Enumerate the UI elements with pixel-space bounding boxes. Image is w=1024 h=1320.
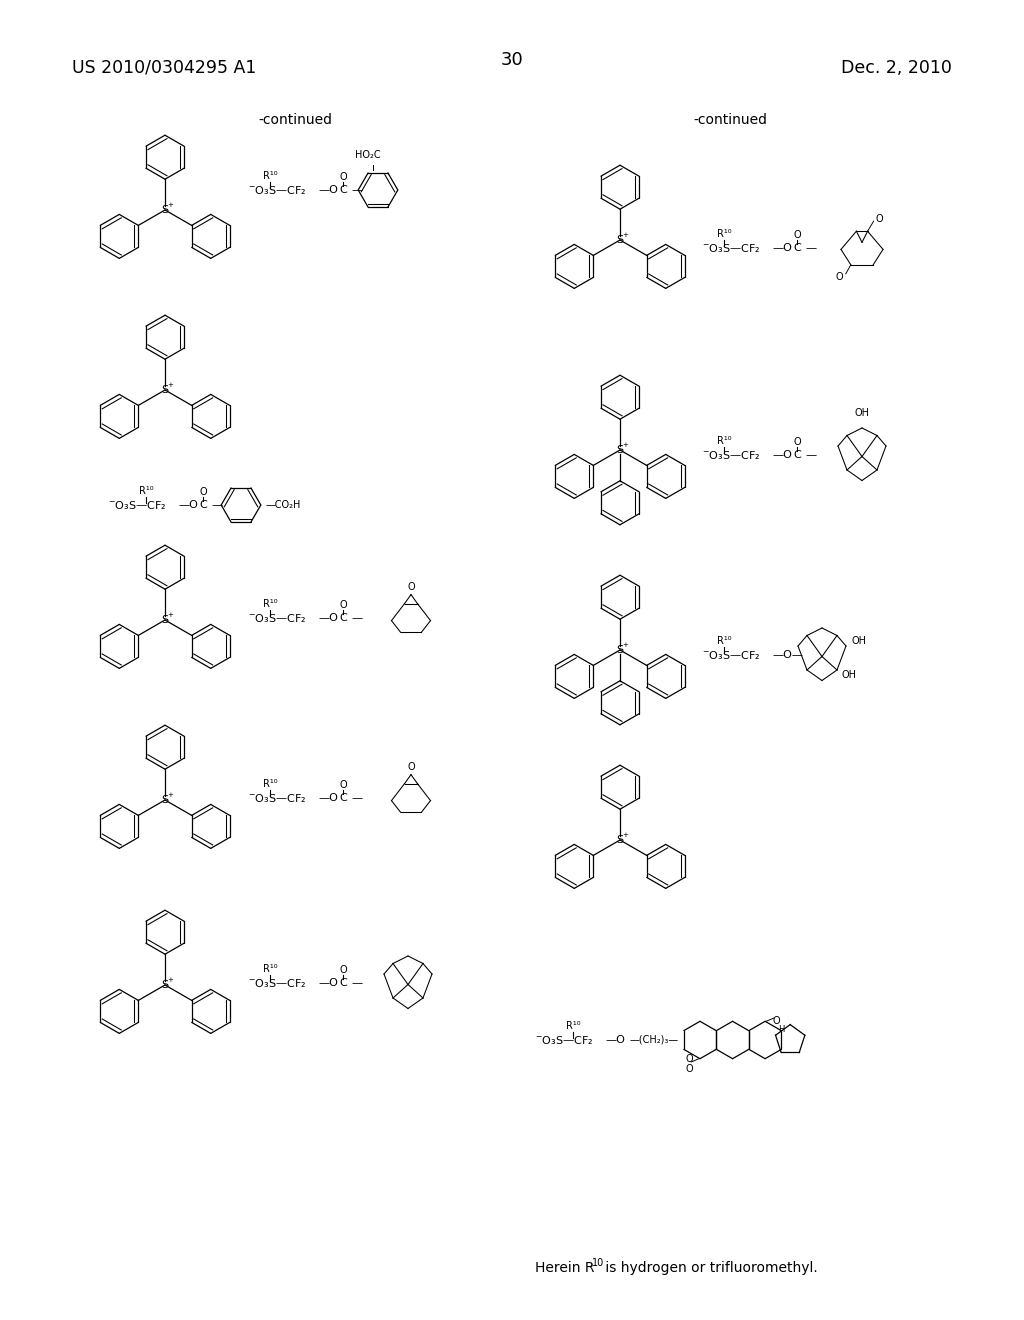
Text: C: C [199, 500, 207, 510]
Text: C: C [339, 978, 347, 987]
Text: R¹⁰: R¹⁰ [263, 599, 278, 609]
Text: —O: —O [318, 185, 338, 195]
Text: O: O [408, 762, 415, 772]
Text: O: O [836, 272, 843, 281]
Text: R¹⁰: R¹⁰ [565, 1020, 581, 1031]
Text: O: O [772, 1016, 780, 1026]
Text: C: C [339, 793, 347, 803]
Text: 10: 10 [592, 1258, 604, 1269]
Text: —O: —O [318, 793, 338, 803]
Text: —O—: —O— [772, 649, 803, 660]
Text: S: S [162, 205, 169, 215]
Text: S: S [162, 615, 169, 624]
Text: R¹⁰: R¹⁰ [263, 172, 278, 181]
Text: —O: —O [772, 243, 792, 253]
Text: —: — [351, 978, 362, 987]
Text: O: O [408, 582, 415, 591]
Text: +: + [167, 381, 173, 388]
Text: Dec. 2, 2010: Dec. 2, 2010 [841, 59, 952, 77]
Text: O: O [200, 487, 207, 498]
Text: $^{-}$O₃S—CF₂: $^{-}$O₃S—CF₂ [108, 499, 166, 511]
Text: -continued: -continued [693, 114, 767, 127]
Text: O: O [685, 1055, 693, 1064]
Text: +: + [167, 792, 173, 799]
Text: S: S [162, 385, 169, 395]
Text: H: H [778, 1024, 784, 1034]
Text: Herein R: Herein R [535, 1261, 595, 1275]
Text: —O: —O [178, 500, 198, 510]
Text: O: O [339, 780, 347, 789]
Text: R¹⁰: R¹⁰ [717, 228, 731, 239]
Text: —O: —O [772, 450, 792, 459]
Text: HO₂C: HO₂C [355, 150, 381, 160]
Text: +: + [167, 612, 173, 618]
Text: OH: OH [842, 671, 857, 680]
Text: +: + [167, 202, 173, 209]
Text: $^{-}$O₃S—CF₂: $^{-}$O₃S—CF₂ [535, 1034, 593, 1045]
Text: —CO₂H: —CO₂H [266, 500, 301, 510]
Text: +: + [622, 232, 628, 238]
Text: O: O [685, 1064, 693, 1073]
Text: $^{-}$O₃S—CF₂: $^{-}$O₃S—CF₂ [702, 449, 760, 461]
Text: —O: —O [318, 978, 338, 987]
Text: O: O [339, 601, 347, 610]
Text: —: — [805, 450, 816, 459]
Text: —: — [805, 243, 816, 253]
Text: —(CH₂)₃—: —(CH₂)₃— [630, 1035, 679, 1045]
Text: C: C [794, 450, 801, 459]
Text: S: S [162, 795, 169, 805]
Text: —: — [351, 793, 362, 803]
Text: O: O [339, 172, 347, 182]
Text: $^{-}$O₃S—CF₂: $^{-}$O₃S—CF₂ [248, 612, 306, 624]
Text: is hydrogen or trifluoromethyl.: is hydrogen or trifluoromethyl. [601, 1261, 818, 1275]
Text: $^{-}$O₃S—CF₂: $^{-}$O₃S—CF₂ [248, 183, 306, 195]
Text: R¹⁰: R¹⁰ [717, 436, 731, 446]
Text: $^{-}$O₃S—CF₂: $^{-}$O₃S—CF₂ [702, 242, 760, 253]
Text: +: + [622, 442, 628, 447]
Text: C: C [794, 243, 801, 253]
Text: R¹⁰: R¹⁰ [138, 486, 154, 496]
Text: —: — [211, 500, 222, 510]
Text: —O: —O [605, 1035, 625, 1045]
Text: O: O [794, 230, 801, 240]
Text: $^{-}$O₃S—CF₂: $^{-}$O₃S—CF₂ [248, 792, 306, 804]
Text: OH: OH [851, 636, 866, 645]
Text: +: + [622, 642, 628, 648]
Text: $^{-}$O₃S—CF₂: $^{-}$O₃S—CF₂ [702, 649, 760, 661]
Text: O: O [794, 437, 801, 447]
Text: +: + [622, 832, 628, 838]
Text: C: C [339, 185, 347, 195]
Text: 30: 30 [501, 51, 523, 69]
Text: R¹⁰: R¹⁰ [263, 779, 278, 789]
Text: S: S [616, 836, 624, 845]
Text: S: S [162, 979, 169, 990]
Text: O: O [876, 214, 884, 224]
Text: -continued: -continued [258, 114, 332, 127]
Text: —: — [351, 612, 362, 623]
Text: R¹⁰: R¹⁰ [263, 964, 278, 974]
Text: OH: OH [854, 408, 869, 418]
Text: S: S [616, 645, 624, 655]
Text: +: + [167, 977, 173, 983]
Text: S: S [616, 235, 624, 246]
Text: C: C [339, 612, 347, 623]
Text: —: — [351, 185, 362, 195]
Text: —O: —O [318, 612, 338, 623]
Text: O: O [339, 965, 347, 975]
Text: R¹⁰: R¹⁰ [717, 636, 731, 645]
Text: $^{-}$O₃S—CF₂: $^{-}$O₃S—CF₂ [248, 977, 306, 989]
Text: S: S [616, 445, 624, 455]
Text: US 2010/0304295 A1: US 2010/0304295 A1 [72, 59, 256, 77]
